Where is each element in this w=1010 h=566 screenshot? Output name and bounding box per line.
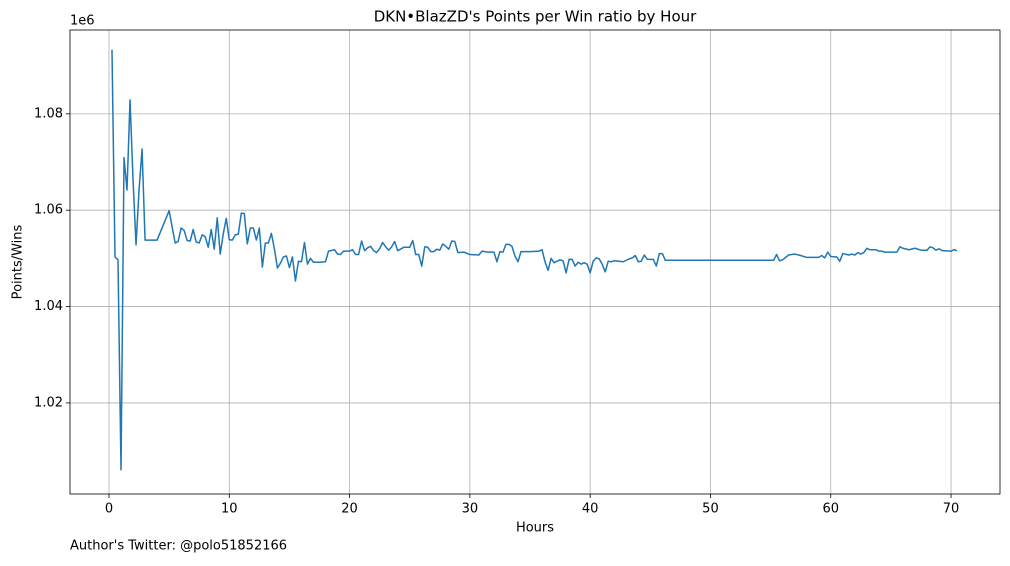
x-tick-label: 10 [221,502,238,517]
x-tick-label: 40 [582,502,599,517]
y-offset-label: 1e6 [70,14,95,29]
plot-frame [69,29,1001,495]
x-tick-label: 50 [702,502,719,517]
data-line [111,49,958,471]
x-tick-label: 30 [462,502,479,517]
chart-title: DKN•BlazZD's Points per Win ratio by Hou… [374,8,697,26]
y-tick-label: 1.08 [34,106,63,121]
y-tick-label: 1.06 [34,203,63,218]
x-tick-label: 20 [341,502,358,517]
x-tick-label: 0 [105,502,113,517]
y-tick-label: 1.04 [34,299,63,314]
x-tick-label: 60 [822,502,839,517]
x-tick-label: 70 [943,502,960,517]
y-axis-label: Points/Wins [11,224,26,299]
y-tick-label: 1.02 [34,395,63,410]
footnote: Author's Twitter: @polo51852166 [70,539,287,554]
x-axis-label: Hours [516,521,554,536]
